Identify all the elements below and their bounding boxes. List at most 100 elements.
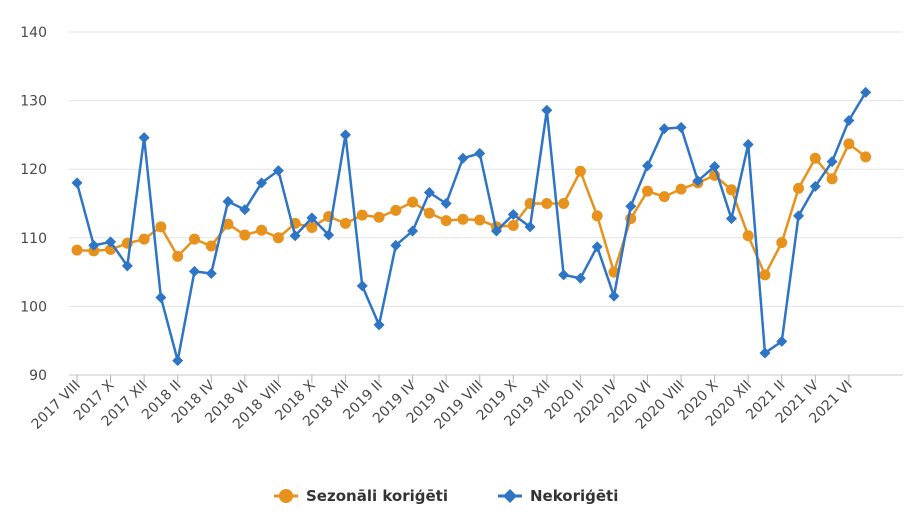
data-point-circle[interactable] — [541, 198, 553, 209]
data-point-diamond[interactable] — [658, 123, 670, 135]
data-point-diamond[interactable] — [608, 290, 620, 302]
data-point-circle[interactable] — [776, 237, 788, 249]
data-point-circle[interactable] — [725, 184, 737, 196]
data-point-circle[interactable] — [759, 269, 771, 281]
data-point-circle[interactable] — [256, 224, 268, 236]
data-point-circle[interactable] — [742, 230, 754, 242]
data-point-circle[interactable] — [356, 209, 368, 221]
data-point-diamond[interactable] — [138, 132, 150, 144]
data-point-diamond[interactable] — [172, 355, 184, 367]
data-point-diamond[interactable] — [272, 165, 284, 177]
data-point-diamond[interactable] — [105, 236, 117, 248]
data-point-circle[interactable] — [826, 173, 838, 185]
data-point-diamond[interactable] — [507, 208, 519, 220]
data-point-diamond[interactable] — [239, 204, 251, 216]
data-point-diamond[interactable] — [776, 335, 788, 347]
data-point-diamond[interactable] — [591, 241, 603, 253]
data-point-diamond[interactable] — [625, 200, 637, 212]
data-point-diamond[interactable] — [155, 291, 167, 303]
data-point-diamond[interactable] — [339, 129, 351, 141]
data-point-circle[interactable] — [239, 229, 251, 241]
data-point-diamond[interactable] — [71, 177, 83, 189]
y-tick-label: 130 — [20, 94, 47, 110]
data-point-circle[interactable] — [155, 221, 167, 233]
data-point-circle[interactable] — [440, 215, 452, 227]
data-point-diamond[interactable] — [742, 139, 754, 151]
data-point-diamond[interactable] — [809, 180, 821, 192]
data-point-diamond[interactable] — [390, 239, 402, 251]
data-point-diamond[interactable] — [289, 230, 301, 242]
data-point-diamond[interactable] — [373, 319, 385, 331]
data-point-diamond[interactable] — [222, 195, 234, 207]
data-point-circle[interactable] — [373, 211, 385, 223]
data-point-circle[interactable] — [793, 182, 805, 194]
data-point-diamond[interactable] — [356, 280, 368, 292]
data-point-diamond[interactable] — [793, 210, 805, 222]
data-point-circle[interactable] — [574, 165, 586, 177]
data-point-diamond[interactable] — [843, 114, 855, 126]
legend-label-unadjusted: Nekoriģēti — [530, 487, 618, 505]
data-point-diamond[interactable] — [407, 225, 419, 237]
legend-item-seasonally-adjusted[interactable]: Sezonāli koriģēti — [274, 487, 448, 505]
data-point-circle[interactable] — [205, 240, 217, 252]
y-tick-label: 100 — [20, 299, 47, 315]
data-point-diamond[interactable] — [541, 104, 553, 116]
data-point-circle[interactable] — [172, 250, 184, 262]
data-point-diamond[interactable] — [558, 269, 570, 281]
data-point-diamond[interactable] — [88, 239, 100, 251]
series-layer — [71, 86, 872, 367]
data-point-circle[interactable] — [390, 204, 402, 216]
data-point-circle[interactable] — [188, 233, 200, 245]
y-tick-label: 120 — [20, 162, 47, 178]
data-point-diamond[interactable] — [524, 221, 536, 233]
data-point-diamond[interactable] — [205, 267, 217, 279]
legend-item-unadjusted[interactable]: Nekoriģēti — [498, 487, 618, 505]
data-point-diamond[interactable] — [323, 229, 335, 241]
data-point-diamond[interactable] — [121, 260, 133, 272]
data-point-diamond[interactable] — [491, 225, 502, 237]
data-point-circle[interactable] — [407, 196, 419, 208]
data-point-diamond[interactable] — [423, 187, 435, 199]
data-point-diamond[interactable] — [826, 156, 838, 168]
data-point-diamond[interactable] — [457, 152, 469, 164]
data-point-diamond[interactable] — [440, 198, 452, 209]
data-point-circle[interactable] — [423, 207, 435, 219]
data-point-diamond[interactable] — [709, 160, 721, 172]
legend[interactable]: Sezonāli koriģēti Nekoriģēti — [274, 487, 618, 505]
data-point-circle[interactable] — [339, 217, 351, 229]
data-point-circle[interactable] — [860, 151, 872, 163]
data-point-diamond[interactable] — [474, 147, 486, 159]
data-point-circle[interactable] — [591, 210, 603, 222]
x-tick-label: 2017 VIII — [29, 378, 84, 433]
data-point-circle[interactable] — [272, 232, 284, 244]
data-point-circle[interactable] — [675, 183, 687, 195]
y-tick-label: 90 — [29, 368, 47, 384]
series-line — [75, 91, 867, 362]
data-point-diamond[interactable] — [725, 213, 737, 225]
data-point-diamond[interactable] — [574, 272, 586, 284]
data-point-circle[interactable] — [138, 233, 150, 245]
data-point-diamond[interactable] — [306, 212, 318, 224]
data-point-circle[interactable] — [658, 191, 670, 203]
data-point-diamond[interactable] — [256, 177, 268, 189]
data-point-diamond[interactable] — [642, 160, 654, 172]
data-point-circle[interactable] — [457, 213, 469, 225]
data-point-diamond[interactable] — [759, 347, 771, 359]
data-point-circle[interactable] — [843, 138, 855, 150]
data-point-circle[interactable] — [222, 218, 234, 230]
data-point-diamond[interactable] — [860, 86, 872, 98]
data-point-circle[interactable] — [71, 244, 83, 256]
data-point-circle[interactable] — [809, 152, 821, 164]
data-point-diamond[interactable] — [692, 175, 704, 187]
data-point-circle[interactable] — [474, 214, 486, 226]
data-point-circle[interactable] — [642, 185, 654, 197]
data-point-circle[interactable] — [507, 219, 519, 231]
data-point-diamond[interactable] — [675, 121, 687, 133]
data-point-circle[interactable] — [558, 198, 570, 209]
gridlines — [69, 31, 903, 376]
series-line — [76, 142, 867, 277]
data-point-diamond[interactable] — [188, 265, 200, 277]
data-point-circle[interactable] — [306, 222, 318, 234]
